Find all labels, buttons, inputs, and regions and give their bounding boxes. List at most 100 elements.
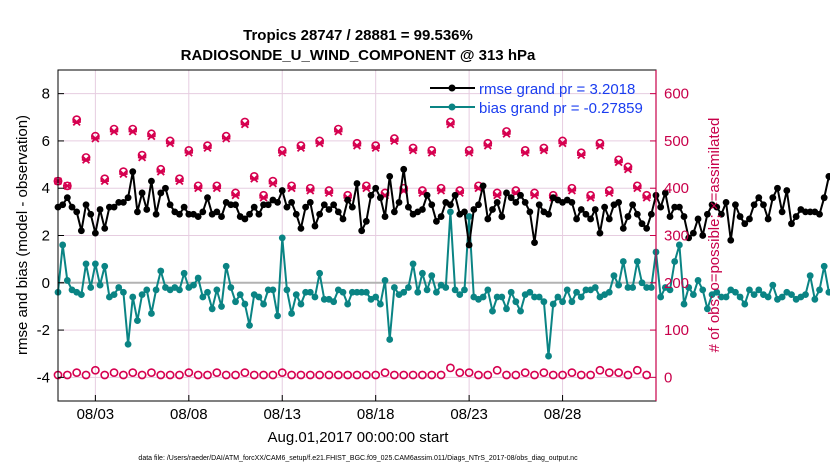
- rmse-point: [699, 232, 707, 239]
- rmse-point: [470, 206, 478, 213]
- y2-tick-label: 100: [664, 322, 689, 339]
- rmse-point: [288, 199, 295, 206]
- rmse-point: [806, 208, 814, 216]
- rmse-point: [260, 201, 267, 209]
- bias-point: [512, 298, 520, 306]
- rmse-point: [59, 201, 67, 209]
- rmse-point: [330, 201, 338, 209]
- bias-point: [549, 300, 557, 308]
- y2-axis-ticks: 0 100 200 300 400 500 600: [650, 70, 689, 401]
- bias-point: [110, 291, 118, 299]
- rmse-point: [283, 203, 291, 211]
- count-assimilated-point: [390, 136, 399, 145]
- y-tick-label: 0: [42, 275, 50, 292]
- bias-point: [461, 286, 468, 294]
- count-assimilated-point: [492, 191, 502, 200]
- rmse-point: [278, 187, 286, 194]
- bias-point: [788, 291, 795, 299]
- rmse-point: [423, 191, 431, 199]
- rmse-point: [194, 213, 202, 220]
- count-possible-point: [62, 370, 72, 380]
- bias-point: [306, 288, 314, 296]
- y2-tick-label: 300: [664, 228, 689, 245]
- count-possible-point: [632, 365, 642, 375]
- footnote: data file: /Users/raeder/DAI/ATM_forcXX/…: [138, 455, 578, 462]
- bias-point: [629, 284, 637, 291]
- rmse-point: [386, 172, 394, 180]
- bias-point: [218, 303, 225, 310]
- count-assimilated-point: [530, 191, 539, 200]
- y2-tick-label: 0: [664, 369, 672, 386]
- count-possible-point: [343, 370, 353, 380]
- rmse-point: [232, 201, 239, 209]
- bias-point: [456, 291, 464, 299]
- rmse-point: [362, 217, 370, 225]
- bias-point: [643, 284, 651, 291]
- rmse-point: [493, 199, 501, 206]
- rmse-point: [792, 213, 800, 220]
- count-possible-point: [175, 370, 184, 380]
- y-axis-ticks: -4 -2 0 2 4 6 8: [37, 86, 64, 386]
- rmse-point: [400, 165, 408, 173]
- rmse-point: [255, 210, 263, 218]
- rmse-point: [250, 203, 258, 211]
- rmse-point: [802, 208, 809, 216]
- bias-point: [381, 277, 389, 284]
- count-possible-point: [165, 370, 175, 380]
- count-possible-point: [530, 370, 539, 380]
- rmse-point: [367, 191, 375, 199]
- rmse-point: [199, 208, 207, 216]
- rmse-point: [573, 215, 580, 223]
- bias-point: [764, 293, 772, 301]
- x-tick-label: 08/23: [450, 406, 488, 423]
- count-possible-point: [333, 370, 343, 380]
- count-assimilated-point: [483, 141, 493, 150]
- rmse-point: [596, 229, 604, 237]
- count-possible-point: [474, 370, 483, 380]
- bias-point: [264, 286, 272, 294]
- y2-tick-label: 400: [664, 180, 689, 197]
- count-possible-point: [212, 368, 222, 378]
- bias-point: [134, 317, 141, 325]
- count-possible-point: [287, 370, 296, 380]
- rmse-point: [633, 210, 641, 218]
- count-possible-point: [156, 370, 166, 380]
- count-possible-point: [249, 370, 259, 380]
- rmse-point: [689, 229, 697, 237]
- count-assimilated-point: [287, 184, 296, 193]
- count-assimilated-point: [250, 174, 259, 183]
- bias-point: [769, 281, 777, 289]
- rmse-point: [339, 215, 347, 223]
- count-assimilated-point: [212, 184, 222, 193]
- rmse-point: [629, 201, 637, 209]
- count-assimilated-point: [633, 184, 642, 193]
- bias-point: [213, 286, 221, 294]
- rmse-point: [531, 239, 538, 246]
- bias-point: [348, 288, 356, 296]
- count-assimilated-point: [296, 143, 306, 153]
- rmse-point: [736, 213, 744, 220]
- count-assimilated-point: [156, 167, 165, 176]
- count-possible-point: [380, 368, 390, 378]
- rmse-point: [129, 168, 137, 176]
- bias-point: [638, 279, 646, 287]
- bias-point: [554, 293, 562, 301]
- count-assimilated-point: [605, 188, 614, 197]
- bias-point: [615, 281, 623, 289]
- rmse-point: [390, 208, 398, 216]
- count-possible-point: [511, 370, 521, 380]
- bias-point: [657, 293, 665, 301]
- rmse-point: [433, 217, 440, 225]
- rmse-point: [535, 201, 543, 209]
- bias-point: [255, 293, 263, 301]
- bias-point: [442, 284, 450, 291]
- rmse-point: [479, 182, 487, 190]
- count-assimilated-point: [614, 158, 623, 167]
- bias-point: [535, 293, 543, 301]
- bias-point: [232, 298, 239, 306]
- rmse-point: [157, 189, 165, 197]
- count-possible-point: [81, 370, 91, 380]
- rmse-point: [63, 194, 71, 202]
- bias-point: [339, 288, 347, 296]
- count-assimilated-point: [278, 148, 287, 157]
